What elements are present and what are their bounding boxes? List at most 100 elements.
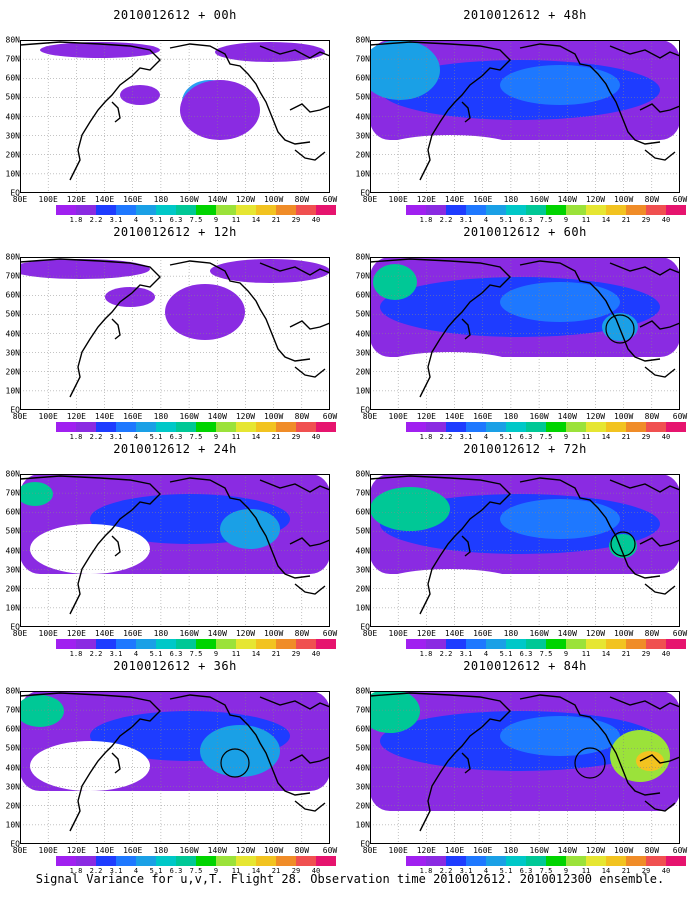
colorbar-swatch [566, 205, 586, 215]
colorbar-swatch [626, 205, 646, 215]
variance-maximum [180, 80, 260, 140]
colorbar-label: 6.3 [169, 650, 183, 658]
colorbar-swatch [196, 422, 216, 432]
map-panel: 2010012612 + 84h 80N 70N 60N 50N 40N 30N 20N 10N… [350, 651, 700, 875]
coastline [370, 258, 511, 398]
colorbar-swatch [96, 639, 116, 649]
variance-maximum [200, 725, 280, 777]
colorbar-label: 40 [311, 650, 321, 658]
panel-title: 2010012612 + 00h [113, 8, 237, 22]
colorbar-swatch [406, 422, 426, 432]
colorbar-label: 29 [291, 867, 301, 875]
colorbar-swatch [76, 856, 96, 866]
colorbar-swatch [96, 856, 116, 866]
longitude-label: 100W [613, 629, 634, 638]
colorbar-swatch [606, 205, 626, 215]
colorbar-label: 14 [601, 433, 611, 441]
longitude-label: 160W [179, 629, 199, 638]
latitude-label: EQ [360, 622, 370, 632]
coastline [259, 696, 330, 710]
latitude-label: 30N [5, 348, 20, 358]
latitude-label: 50N [355, 526, 370, 536]
variance-maximum [20, 695, 64, 727]
colorbar [56, 639, 336, 649]
colorbar-label: 9 [213, 433, 219, 441]
colorbar-label: 11 [231, 867, 241, 875]
colorbar-label: 21 [621, 867, 631, 875]
colorbar-label: 11 [581, 216, 591, 224]
longitude-label: 140W [207, 629, 227, 638]
coastline [111, 318, 121, 340]
colorbar-swatch [196, 856, 216, 866]
variance-map [20, 474, 330, 627]
latitude-label: 60N [5, 507, 20, 517]
longitude-label: 80W [644, 195, 660, 204]
colorbar-swatch [666, 205, 686, 215]
map-frame [370, 257, 680, 410]
low-variance-gap [30, 741, 150, 791]
variance-region [500, 282, 620, 322]
longitude-label: 60W [672, 195, 688, 204]
colorbar-swatch [216, 639, 236, 649]
longitude-label: 120W [585, 195, 606, 204]
colorbar-swatch [506, 205, 526, 215]
colorbar-swatch [466, 856, 486, 866]
coastline [370, 692, 511, 832]
colorbar-label: 1.8 [419, 650, 433, 658]
colorbar-label: 11 [231, 216, 241, 224]
latitude-label: 20N [355, 150, 370, 160]
colorbar-label: 9 [563, 433, 569, 441]
colorbar-label: 4 [483, 433, 489, 441]
latitude-label: EQ [360, 405, 370, 415]
latitude-label: 30N [355, 348, 370, 358]
longitude-label: 80W [644, 846, 660, 855]
longitude-label: 60W [322, 629, 338, 638]
colorbar-swatch [586, 856, 606, 866]
longitude-label: 100W [613, 412, 634, 421]
colorbar-swatch [466, 639, 486, 649]
colorbar-label: 21 [621, 650, 631, 658]
colorbar-label: 2.2 [439, 433, 453, 441]
colorbar-swatch [296, 639, 316, 649]
variance-maximum [165, 284, 245, 340]
low-variance-gap [380, 135, 520, 165]
colorbar-swatch [256, 639, 276, 649]
longitude-label: 160W [529, 195, 549, 204]
colorbar-label: 9 [213, 867, 219, 875]
longitude-label: 160E [123, 412, 143, 421]
coastline [461, 535, 471, 557]
latitude-label: 50N [355, 743, 370, 753]
colorbar-label: 1.8 [419, 433, 433, 441]
colorbar-label: 29 [641, 650, 651, 658]
longitude-label: 180 [153, 629, 169, 638]
longitude-label: 80W [644, 412, 660, 421]
colorbar [406, 639, 686, 649]
panel-title: 2010012612 + 60h [463, 225, 587, 239]
longitude-label: 120E [66, 195, 86, 204]
variance-maximum [609, 534, 637, 558]
longitude-label: 160E [123, 846, 143, 855]
coastline [609, 696, 680, 710]
coastline [461, 101, 471, 123]
colorbar-swatch [116, 422, 136, 432]
map-frame [20, 257, 330, 410]
colorbar-label: 21 [621, 433, 631, 441]
variance-region [500, 716, 620, 756]
colorbar-swatch [606, 856, 626, 866]
longitude-label: 160E [473, 412, 493, 421]
coastline [259, 479, 330, 493]
colorbar-swatch [566, 639, 586, 649]
latitude-label: 10N [355, 386, 370, 396]
latitude-label: 40N [355, 112, 370, 121]
colorbar-swatch [256, 422, 276, 432]
colorbar-label: 40 [311, 216, 321, 224]
coastline [639, 103, 680, 113]
latitude-label: EQ [10, 622, 20, 632]
colorbar-swatch [236, 639, 256, 649]
figure-caption: Signal Variance for u,v,T. Flight 28. Ob… [35, 872, 665, 886]
colorbar-swatch [316, 422, 336, 432]
colorbar-label: 14 [601, 650, 611, 658]
longitude-label: 180 [153, 846, 169, 855]
coastline [169, 477, 311, 579]
colorbar-label: 7.5 [189, 650, 203, 658]
